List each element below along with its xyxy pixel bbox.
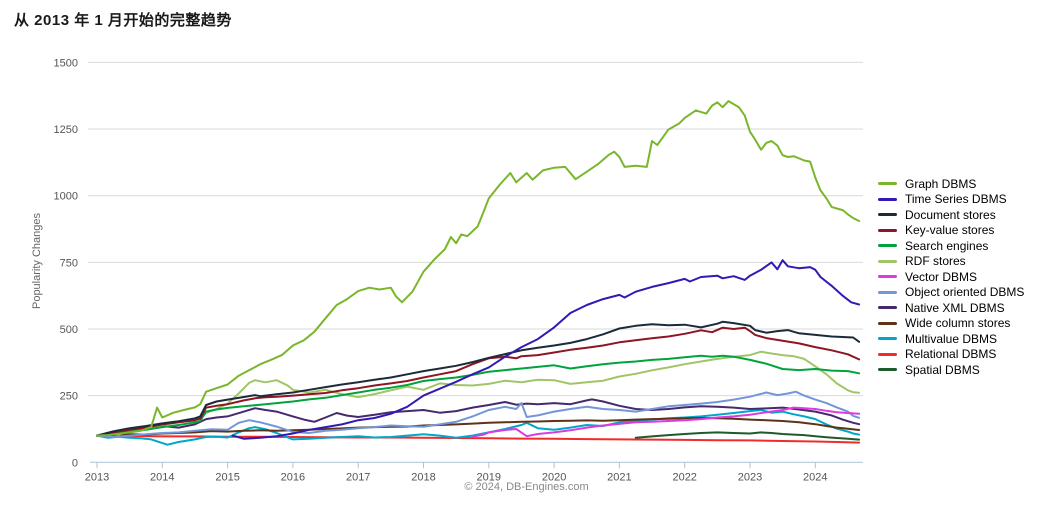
- legend-item-time-series-dbms: Time Series DBMS: [878, 192, 1024, 208]
- legend-label: Time Series DBMS: [905, 192, 1007, 207]
- legend-item-document-stores: Document stores: [878, 207, 1024, 223]
- legend-item-vector-dbms: Vector DBMS: [878, 269, 1024, 285]
- legend-label: Relational DBMS: [905, 347, 997, 362]
- x-tick-label: 2022: [672, 471, 696, 483]
- legend-swatch-search-engines: [878, 244, 897, 248]
- x-tick-label: 2015: [215, 471, 239, 483]
- x-tick-label: 2021: [607, 471, 631, 483]
- x-tick-label: 2018: [411, 471, 435, 483]
- legend-swatch-vector-dbms: [878, 275, 897, 279]
- legend-swatch-native-xml-dbms: [878, 306, 897, 310]
- x-tick-label: 2020: [542, 471, 566, 483]
- y-tick-label: 1250: [54, 124, 78, 136]
- series-line-native-xml-dbms: [96, 398, 861, 437]
- legend-label: Multivalue DBMS: [905, 331, 998, 346]
- x-tick-label: 2019: [477, 471, 501, 483]
- legend-item-rdf-stores: RDF stores: [878, 254, 1024, 270]
- series-line-wide-column-stores: [96, 417, 861, 437]
- footer-credit: © 2024, DB-Engines.com: [464, 481, 589, 493]
- legend-item-wide-column-stores: Wide column stores: [878, 316, 1024, 332]
- legend-label: RDF stores: [905, 254, 966, 269]
- legend-swatch-time-series-dbms: [878, 197, 897, 201]
- legend-swatch-relational-dbms: [878, 352, 897, 356]
- x-tick-label: 2023: [738, 471, 762, 483]
- y-tick-label: 250: [60, 391, 78, 403]
- legend: Graph DBMS Time Series DBMS Document store…: [878, 176, 1024, 378]
- x-tick-label: 2016: [281, 471, 305, 483]
- x-tick-label: 2014: [150, 471, 174, 483]
- legend-label: Search engines: [905, 238, 989, 253]
- legend-swatch-spatial-dbms: [878, 368, 897, 372]
- legend-item-key-value-stores: Key-value stores: [878, 223, 1024, 239]
- legend-item-graph-dbms: Graph DBMS: [878, 176, 1024, 192]
- legend-label: Key-value stores: [905, 223, 995, 238]
- x-tick-label: 2017: [346, 471, 370, 483]
- y-tick-label: 500: [60, 324, 78, 336]
- y-tick-label: 1000: [54, 191, 78, 203]
- legend-item-multivalue-dbms: Multivalue DBMS: [878, 331, 1024, 347]
- legend-label: Document stores: [905, 207, 996, 222]
- x-tick-label: 2013: [85, 471, 109, 483]
- legend-label: Object oriented DBMS: [905, 285, 1025, 300]
- legend-swatch-object-oriented-dbms: [878, 290, 897, 294]
- legend-label: Vector DBMS: [905, 269, 978, 284]
- legend-item-spatial-dbms: Spatial DBMS: [878, 362, 1024, 378]
- y-tick-label: 0: [72, 457, 78, 469]
- series-line-time-series-dbms: [231, 259, 861, 440]
- legend-swatch-wide-column-stores: [878, 321, 897, 325]
- legend-swatch-key-value-stores: [878, 228, 897, 232]
- legend-swatch-graph-dbms: [878, 182, 897, 186]
- legend-label: Native XML DBMS: [905, 300, 1005, 315]
- y-tick-label: 1500: [54, 57, 78, 69]
- legend-item-object-oriented-dbms: Object oriented DBMS: [878, 285, 1024, 301]
- series-line-graph-dbms: [96, 100, 861, 437]
- legend-label: Graph DBMS: [905, 176, 977, 191]
- x-tick-label: 2024: [803, 471, 827, 483]
- series-line-object-oriented-dbms: [96, 390, 861, 438]
- series-line-multivalue-dbms: [96, 409, 861, 446]
- y-axis-label: Popularity Changes: [31, 213, 43, 310]
- legend-item-search-engines: Search engines: [878, 238, 1024, 254]
- legend-item-relational-dbms: Relational DBMS: [878, 347, 1024, 363]
- legend-swatch-multivalue-dbms: [878, 337, 897, 341]
- legend-swatch-document-stores: [878, 213, 897, 217]
- y-tick-label: 750: [60, 257, 78, 269]
- series-line-document-stores: [96, 320, 861, 437]
- legend-label: Spatial DBMS: [905, 362, 980, 377]
- page-title: 从 2013 年 1 月开始的完整趋势: [14, 12, 232, 29]
- legend-item-native-xml-dbms: Native XML DBMS: [878, 300, 1024, 316]
- series-line-rdf-stores: [96, 350, 861, 437]
- legend-label: Wide column stores: [905, 316, 1011, 331]
- series-line-spatial-dbms: [634, 431, 861, 441]
- series-line-vector-dbms: [471, 406, 861, 438]
- legend-swatch-rdf-stores: [878, 259, 897, 263]
